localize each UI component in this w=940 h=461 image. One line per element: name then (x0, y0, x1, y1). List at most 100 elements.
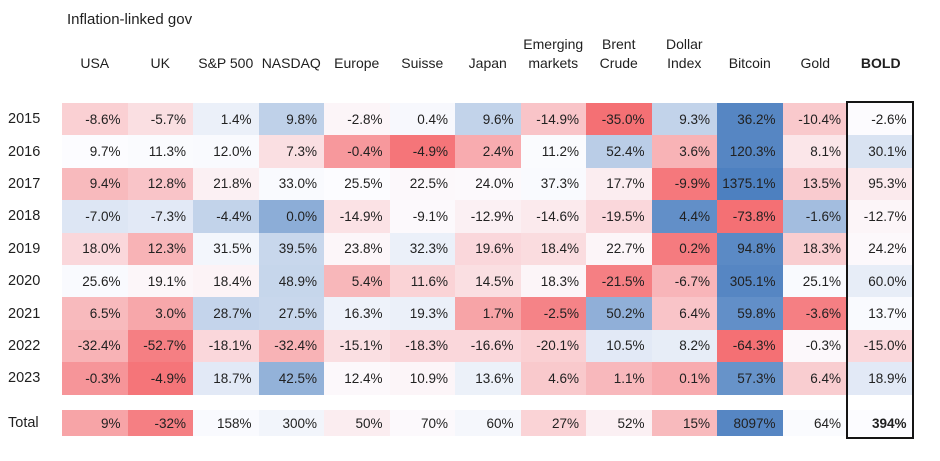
column-header: S&P 500 (198, 55, 254, 72)
heatmap-cell: 12.0% (193, 135, 259, 168)
row-label: 2022 (8, 337, 41, 354)
heatmap-cell: 0.0% (258, 200, 324, 233)
heatmap-cell: 48.9% (258, 264, 324, 298)
heatmap-cell: 3.0% (127, 297, 193, 330)
heatmap-cell: 28.7% (193, 297, 259, 330)
column-header: Europe (334, 55, 380, 72)
heatmap-cell: 21.8% (193, 167, 259, 201)
row-gap (0, 395, 914, 411)
row-label: 2019 (8, 240, 41, 257)
heatmap-cell: 5.4% (324, 264, 390, 298)
heatmap-cell: 36.2% (717, 103, 783, 136)
column-header: NASDAQ (261, 55, 321, 72)
heatmap-cell: -32.4% (258, 329, 324, 363)
heatmap-cell: 1.7% (455, 297, 521, 330)
heatmap-cell: 0.1% (651, 362, 717, 395)
column-header: Emerging markets (523, 35, 584, 72)
heatmap-cell: 9.7% (62, 135, 128, 168)
heatmap-cell: -4.9% (127, 362, 193, 395)
heatmap-cell: -9.9% (651, 167, 717, 201)
heatmap-cell: -15.0% (848, 329, 914, 363)
heatmap-cell: 18.7% (193, 362, 259, 395)
heatmap-cell: 1.1% (586, 362, 652, 395)
heatmap-cell: 42.5% (258, 362, 324, 395)
heatmap-cell: 23.8% (324, 232, 390, 265)
heatmap-cell: 94.8% (717, 232, 783, 265)
heatmap-cell: -3.6% (782, 297, 848, 330)
heatmap-cell: 18.4% (520, 232, 586, 265)
heatmap-cell: 27.5% (258, 297, 324, 330)
heatmap-cell: 18.9% (848, 362, 914, 395)
heatmap-cell: 0.4% (389, 103, 455, 136)
heatmap-cell: 0.2% (651, 232, 717, 265)
heatmap-cell: 1.4% (193, 103, 259, 136)
column-header: Japan (468, 55, 507, 72)
heatmap-cell: 3.6% (651, 135, 717, 168)
heatmap-cell: 15% (651, 410, 717, 437)
row-label: 2018 (8, 208, 41, 225)
column-header: BOLD (860, 55, 901, 72)
heatmap-cell: 12.8% (127, 167, 193, 201)
heatmap-cell: -7.3% (127, 200, 193, 233)
heatmap-cell: 50.2% (586, 297, 652, 330)
heatmap-cell: 6.5% (62, 297, 128, 330)
heatmap-table: 2015 -8.6% -5.7% 1.4% 9.8% -2.8% 0.4% 9.6% -14.9… (0, 103, 914, 437)
heatmap-cell: 4.6% (520, 362, 586, 395)
heatmap-cell: 22.5% (389, 167, 455, 201)
heatmap-cell: -12.7% (848, 200, 914, 233)
column-header: Dollar Index (665, 35, 703, 72)
heatmap-cell: 57.3% (717, 362, 783, 395)
heatmap-cell: -18.1% (193, 329, 259, 363)
row-label: 2020 (8, 273, 41, 290)
heatmap-cell: 17.7% (586, 167, 652, 201)
heatmap-cell: -0.4% (324, 135, 390, 168)
heatmap-cell: 24.2% (848, 232, 914, 265)
column-header: UK (150, 55, 170, 72)
heatmap-cell: 18.3% (520, 264, 586, 298)
heatmap-cell: 9.8% (258, 103, 324, 136)
heatmap-cell: 6.4% (651, 297, 717, 330)
heatmap-cell: -0.3% (62, 362, 128, 395)
heatmap-cell: 60.0% (848, 264, 914, 298)
column-header: Brent Crude (599, 35, 638, 72)
heatmap-cell: -16.6% (455, 329, 521, 363)
heatmap-cell: 10.9% (389, 362, 455, 395)
heatmap-cell: 305.1% (717, 264, 783, 298)
column-header: Bitcoin (728, 55, 771, 72)
heatmap-cell: -14.6% (520, 200, 586, 233)
heatmap-cell: -64.3% (717, 329, 783, 363)
heatmap-cell: 11.6% (389, 264, 455, 298)
header-row: USA UK S&P 500 NASDAQ Europe Suisse Japan Emerg… (0, 24, 914, 76)
heatmap-cell: 19.1% (127, 264, 193, 298)
row-label: 2023 (8, 370, 41, 387)
heatmap-cell: 60% (455, 410, 521, 437)
heatmap-cell: -1.6% (782, 200, 848, 233)
heatmap-cell: -4.9% (389, 135, 455, 168)
heatmap-cell: -20.1% (520, 329, 586, 363)
heatmap-cell: 394% (848, 410, 914, 437)
heatmap-cell: 52% (586, 410, 652, 437)
row-label: 2017 (8, 175, 41, 192)
heatmap-cell: 50% (324, 410, 390, 437)
heatmap-cell: 2.4% (455, 135, 521, 168)
heatmap-cell: -12.9% (455, 200, 521, 233)
heatmap-cell: 14.5% (455, 264, 521, 298)
heatmap-cell: -19.5% (586, 200, 652, 233)
heatmap-cell: 32.3% (389, 232, 455, 265)
heatmap-cell: -2.6% (848, 103, 914, 136)
heatmap-cell: 25.5% (324, 167, 390, 201)
heatmap-cell: 11.3% (127, 135, 193, 168)
heatmap-cell: 7.3% (258, 135, 324, 168)
heatmap-cell: 120.3% (717, 135, 783, 168)
heatmap-cell: 13.5% (782, 167, 848, 201)
heatmap-cell: -18.3% (389, 329, 455, 363)
heatmap-cell: -2.8% (324, 103, 390, 136)
heatmap-cell: -52.7% (127, 329, 193, 363)
heatmap-cell: 8.2% (651, 329, 717, 363)
heatmap-cell: -14.9% (520, 103, 586, 136)
heatmap-cell: -5.7% (127, 103, 193, 136)
heatmap-cell: 39.5% (258, 232, 324, 265)
heatmap-cell: -21.5% (586, 264, 652, 298)
heatmap-cell: -2.5% (520, 297, 586, 330)
header-corner-spacer (0, 24, 62, 76)
